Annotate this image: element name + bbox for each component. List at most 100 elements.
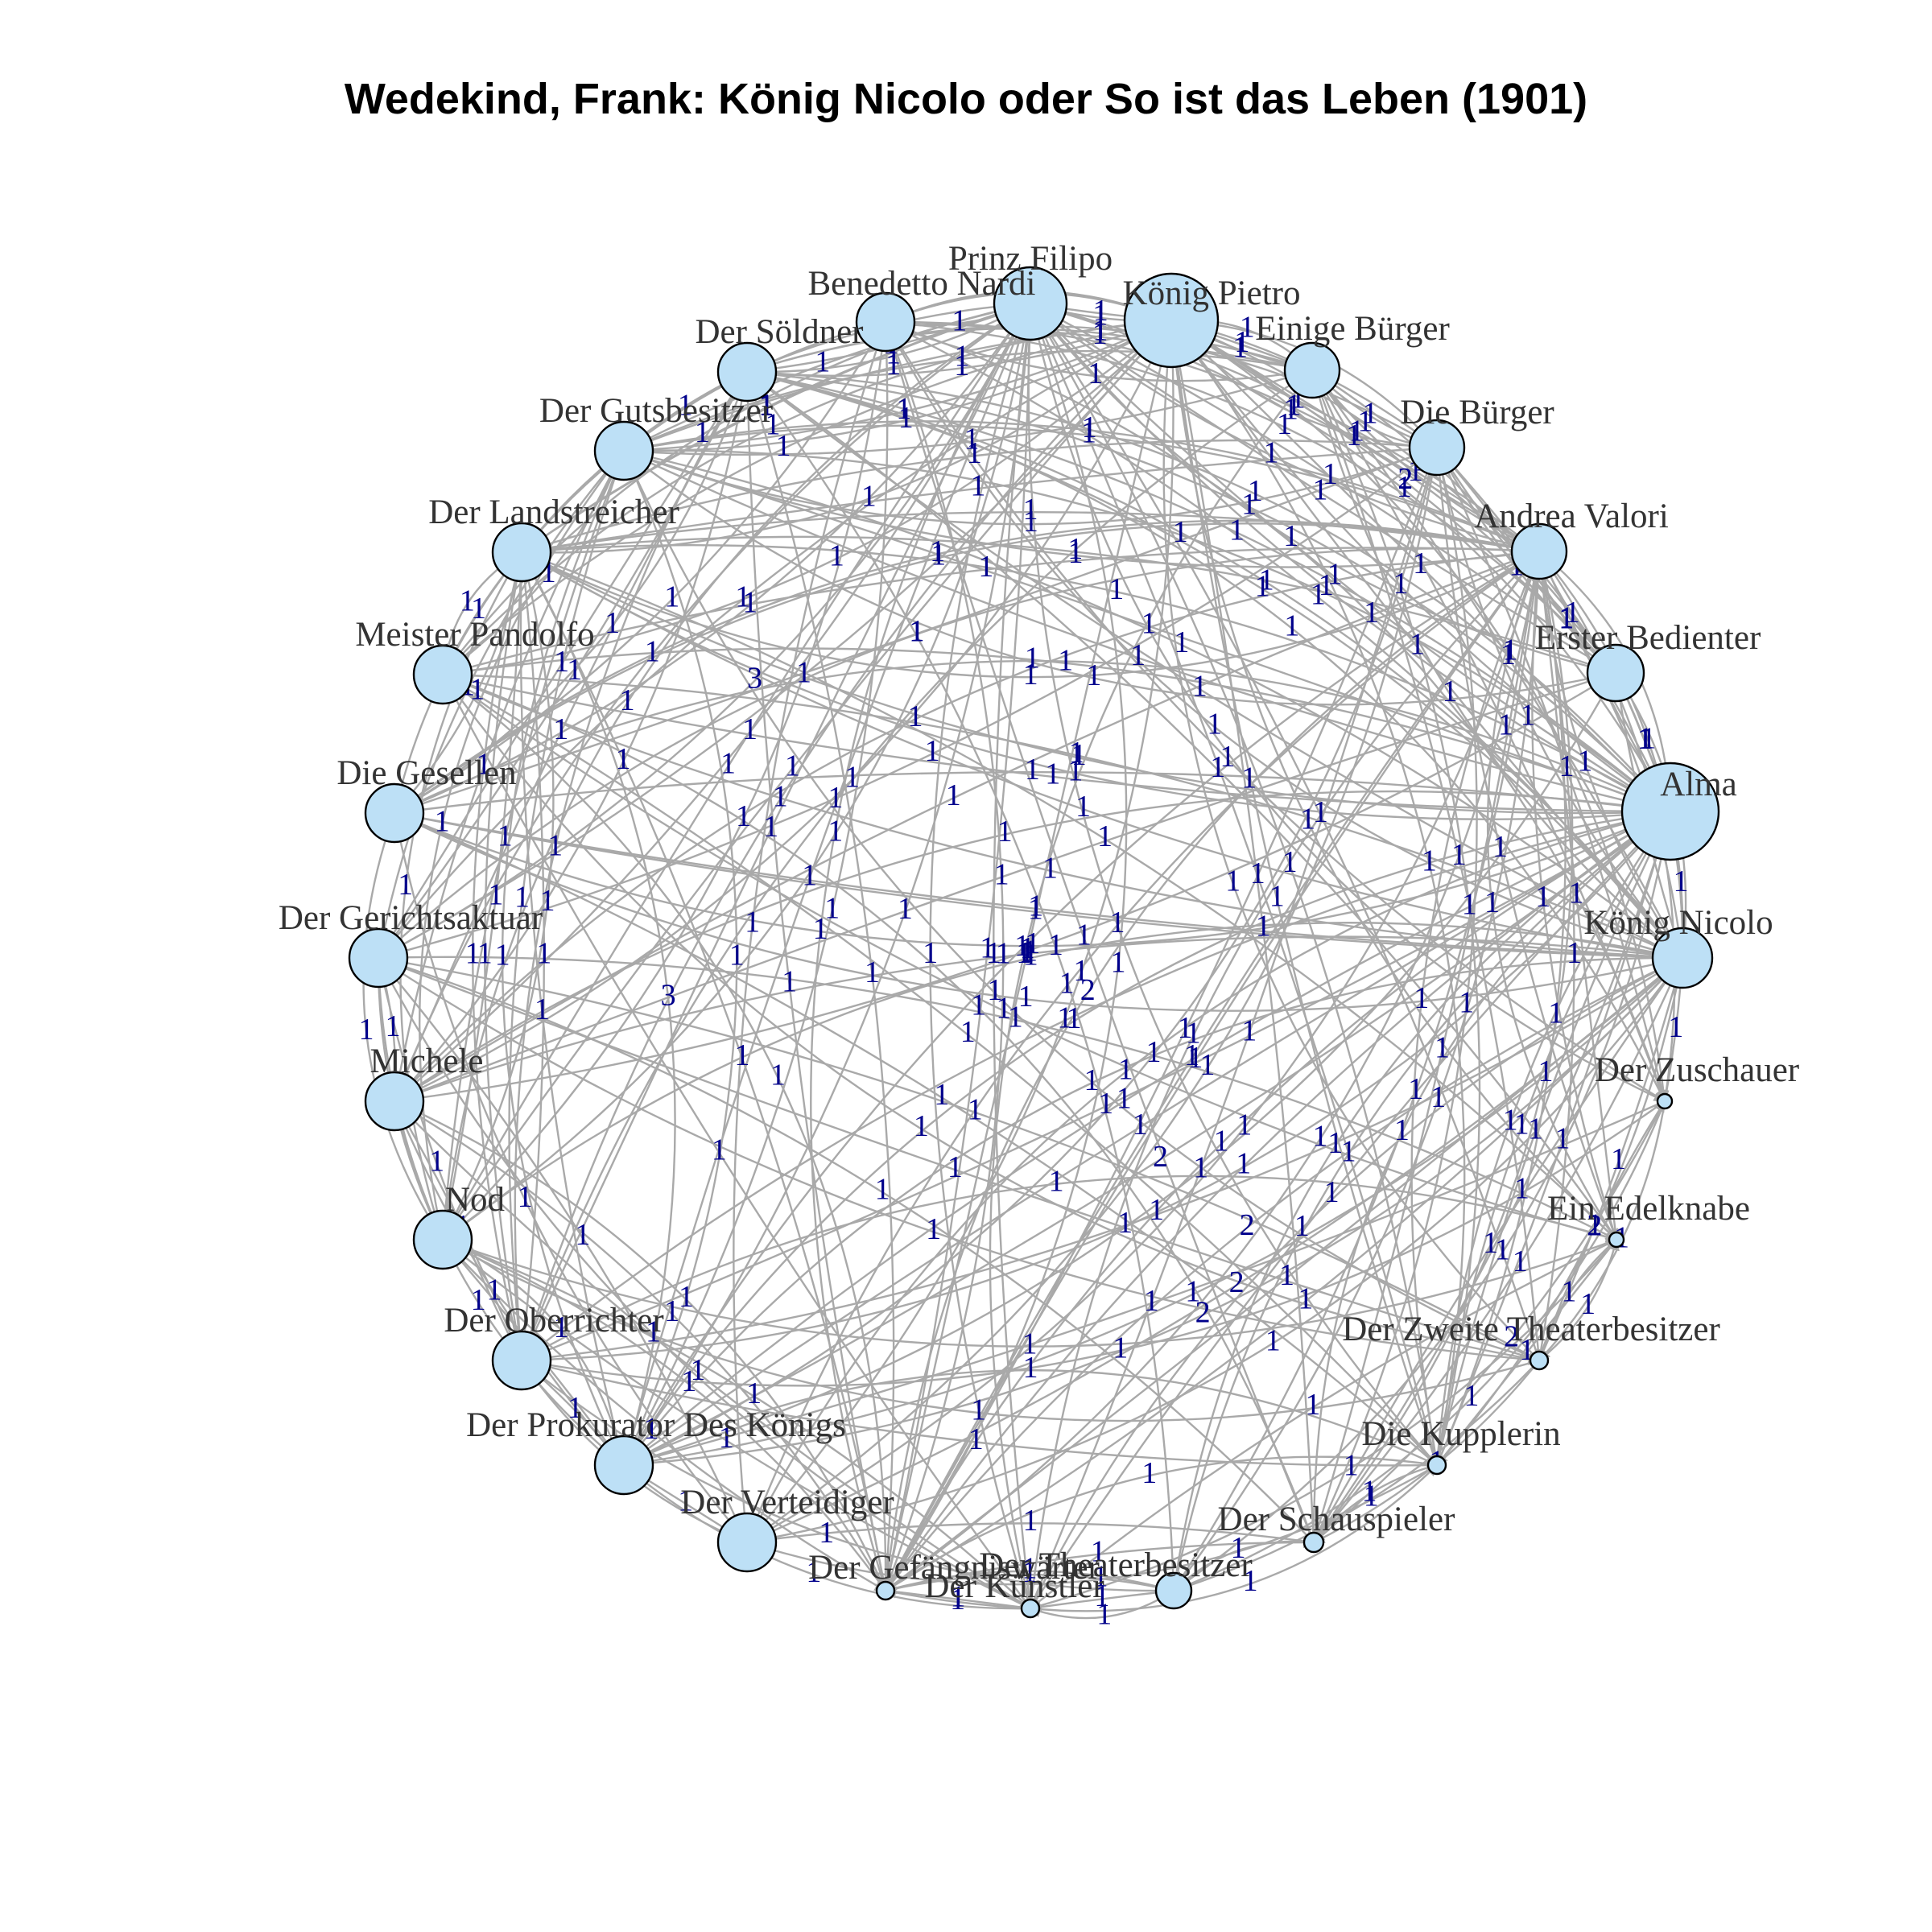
edge [1538, 1100, 1666, 1361]
edge-weight-label: 1 [1346, 419, 1361, 452]
edge [442, 673, 1438, 1467]
edge [399, 551, 523, 1241]
node-benedetto-nardi [855, 291, 916, 353]
edge-weight-label: 1 [1086, 658, 1101, 692]
edge [393, 812, 748, 1544]
edge-weight-label: 1 [785, 749, 800, 782]
edge-weight-label: 1 [1250, 857, 1265, 890]
edge [521, 550, 1541, 679]
edge-weight-label: 1 [1076, 919, 1092, 952]
edge-weight-label: 1 [1088, 357, 1103, 390]
edge [508, 450, 625, 1362]
edge-weight-label: 1 [986, 936, 1001, 970]
edge [520, 551, 1671, 815]
edge-weight-label: 1 [1042, 851, 1058, 885]
edge-weight-label: 1 [909, 615, 924, 649]
edge-weight-label: 1 [1462, 887, 1477, 921]
edge [623, 956, 1683, 1467]
edge [362, 811, 444, 1241]
edge-weight-label: 1 [616, 742, 631, 776]
edge [394, 811, 1684, 1012]
edge-weight-label: 1 [1344, 1448, 1359, 1482]
edge [884, 319, 1175, 1591]
edge-weight-label: 1 [1049, 1164, 1064, 1198]
edge-weight-label: 1 [742, 712, 758, 746]
edge-weight-label: 1 [477, 937, 493, 971]
edge-weight-label: 1 [568, 1391, 583, 1425]
edge [442, 674, 892, 1592]
graph-title: Wedekind, Frank: König Nicolo oder So is… [344, 75, 1588, 123]
edge-weight-label: 1 [1236, 1108, 1252, 1142]
edge [1170, 320, 1672, 813]
node-label-der-prokurator: Der Prokurator Des Königs [466, 1406, 846, 1444]
edge-weight-label: 1 [518, 1180, 533, 1214]
edge [442, 673, 1672, 818]
edge [520, 544, 1671, 813]
edge-weight-label: 1 [646, 1315, 661, 1348]
node-prinz-filipo [993, 266, 1068, 341]
edge-weight-label: 1 [429, 1145, 444, 1179]
edge [419, 449, 625, 1241]
edge-weight-label: 1 [1113, 1331, 1128, 1365]
edge-weight-label: 1 [1413, 547, 1428, 580]
edge [885, 956, 1683, 1592]
edge [394, 1100, 887, 1592]
edge-weight-label: 1 [1435, 1031, 1450, 1065]
edge-weight-label: 1 [1668, 1010, 1683, 1044]
edge-weight-label: 1 [1430, 1080, 1446, 1114]
edge [521, 1360, 1175, 1597]
edge-weight-label: 1 [1577, 745, 1592, 778]
edge-weight-label: 1 [1363, 396, 1378, 430]
edge-weight-label: 1 [1093, 294, 1108, 328]
edge [1172, 810, 1672, 1591]
edge-weight-label: 1 [695, 415, 710, 449]
edge-weight-label: 1 [1184, 1038, 1199, 1072]
edge-weight-label: 1 [1092, 317, 1108, 351]
node-label-koenig-pietro: König Pietro [1123, 275, 1301, 312]
edge [514, 371, 749, 1362]
node-label-der-gerichtsaktuar: Der Gerichtsaktuar [279, 899, 543, 937]
edge-weight-label: 1 [964, 422, 980, 456]
edge-weight-label: 1 [910, 614, 925, 648]
edge-weight-label: 1 [1082, 411, 1097, 444]
edge [378, 302, 1032, 960]
edge-weight-label: 1 [1495, 1232, 1510, 1266]
edge [622, 449, 738, 1466]
node-label-die-buerger: Die Bürger [1400, 394, 1554, 431]
edge-weight-label: 1 [1641, 722, 1656, 756]
edge-weight-label: 1 [1117, 1206, 1133, 1240]
edge [378, 545, 1541, 959]
edge-weight-label: 1 [712, 1133, 727, 1166]
edge [884, 1573, 1174, 1595]
edge-weight-label: 1 [1023, 1351, 1038, 1385]
edge [484, 551, 526, 1362]
edge-weight-label: 1 [1149, 1193, 1164, 1227]
node-andrea-valori [1510, 522, 1568, 580]
edge-weight-label: 1 [1234, 325, 1249, 359]
edge-weight-label: 1 [1187, 1041, 1203, 1075]
edge-weight-label: 1 [955, 340, 970, 374]
node-koenig-nicolo [1651, 927, 1714, 989]
edge-weight-label: 1 [1555, 1122, 1571, 1156]
edge-weight-label: 1 [914, 1109, 929, 1143]
node-label-alma: Alma [1660, 766, 1737, 803]
edge-weight-label: 1 [1483, 1226, 1498, 1260]
edge [442, 647, 1672, 814]
edge-weight-label: 1 [1587, 1208, 1603, 1241]
edge [884, 446, 1439, 1591]
edge-weight-label: 1 [1018, 980, 1034, 1013]
edge-weight-label: 1 [1186, 1016, 1201, 1050]
edge-weight-label: 1 [1022, 1555, 1038, 1589]
edge-weight-label: 1 [746, 1377, 762, 1410]
edge [377, 447, 1438, 961]
edge-weight-label: 1 [1023, 1504, 1038, 1538]
edge [623, 449, 1541, 568]
edge [394, 320, 887, 815]
edge [1172, 550, 1544, 1591]
edge [1029, 302, 1439, 1466]
edge-weight-label: 1 [1028, 890, 1043, 923]
edge-weight-label: 1 [535, 993, 550, 1026]
edge-weight-label: 1 [1093, 1560, 1108, 1594]
